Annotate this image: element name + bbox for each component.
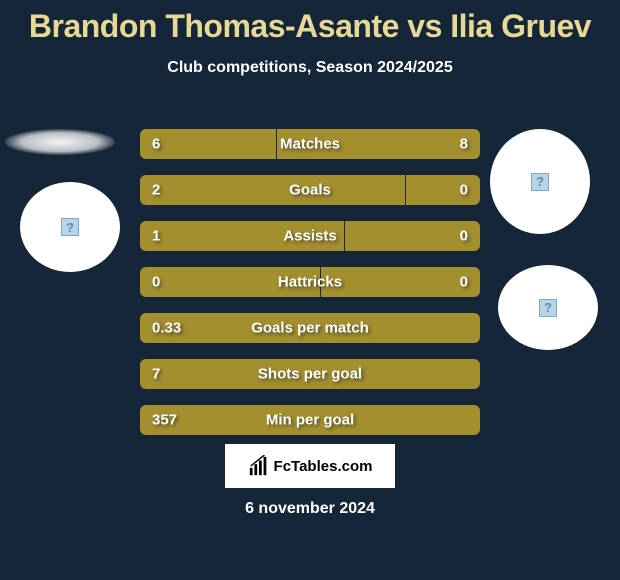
chart-icon — [248, 455, 270, 477]
stat-value-right: 0 — [460, 274, 468, 291]
stat-label: Shots per goal — [258, 366, 362, 383]
stat-value-right: 8 — [460, 136, 468, 153]
stat-label: Hattricks — [278, 274, 342, 291]
stat-value-left: 6 — [152, 136, 160, 153]
stat-row-hattricks: 0 Hattricks 0 — [140, 267, 480, 297]
stat-label: Assists — [283, 228, 336, 245]
avatar-shadow-left — [5, 129, 115, 155]
stat-row-matches: 6 Matches 8 — [140, 129, 480, 159]
placeholder-icon: ? — [539, 299, 557, 317]
stat-value-right: 0 — [460, 182, 468, 199]
stat-value-right: 0 — [460, 228, 468, 245]
bar-right-segment — [321, 267, 480, 297]
stat-value-left: 2 — [152, 182, 160, 199]
placeholder-icon: ? — [531, 173, 549, 191]
fctables-logo[interactable]: FcTables.com — [225, 444, 395, 488]
stat-value-left: 0 — [152, 274, 160, 291]
stat-row-goals: 2 Goals 0 — [140, 175, 480, 205]
comparison-title: Brandon Thomas-Asante vs Ilia Gruev — [0, 0, 620, 45]
player-avatar-right-bottom: ? — [498, 265, 598, 350]
stat-value-left: 7 — [152, 366, 160, 383]
bar-left-segment — [140, 129, 276, 159]
player-avatar-right-top: ? — [490, 129, 590, 234]
stat-value-left: 0.33 — [152, 320, 181, 337]
bar-left-segment — [140, 175, 405, 205]
stat-label: Goals per match — [251, 320, 369, 337]
stat-row-assists: 1 Assists 0 — [140, 221, 480, 251]
stat-row-shots-per-goal: 7 Shots per goal — [140, 359, 480, 389]
placeholder-icon: ? — [61, 218, 79, 236]
stats-bars: 6 Matches 8 2 Goals 0 1 Assists 0 0 — [140, 129, 480, 451]
logo-text: FcTables.com — [274, 458, 373, 475]
stat-label: Min per goal — [266, 412, 354, 429]
stat-row-min-per-goal: 357 Min per goal — [140, 405, 480, 435]
stat-label: Goals — [289, 182, 331, 199]
stat-value-left: 1 — [152, 228, 160, 245]
player-avatar-left: ? — [20, 182, 120, 272]
comparison-subtitle: Club competitions, Season 2024/2025 — [0, 59, 620, 77]
stat-label: Matches — [280, 136, 340, 153]
stat-value-left: 357 — [152, 412, 177, 429]
bar-right-segment — [406, 175, 480, 205]
stat-row-goals-per-match: 0.33 Goals per match — [140, 313, 480, 343]
date-footer: 6 november 2024 — [245, 500, 375, 518]
